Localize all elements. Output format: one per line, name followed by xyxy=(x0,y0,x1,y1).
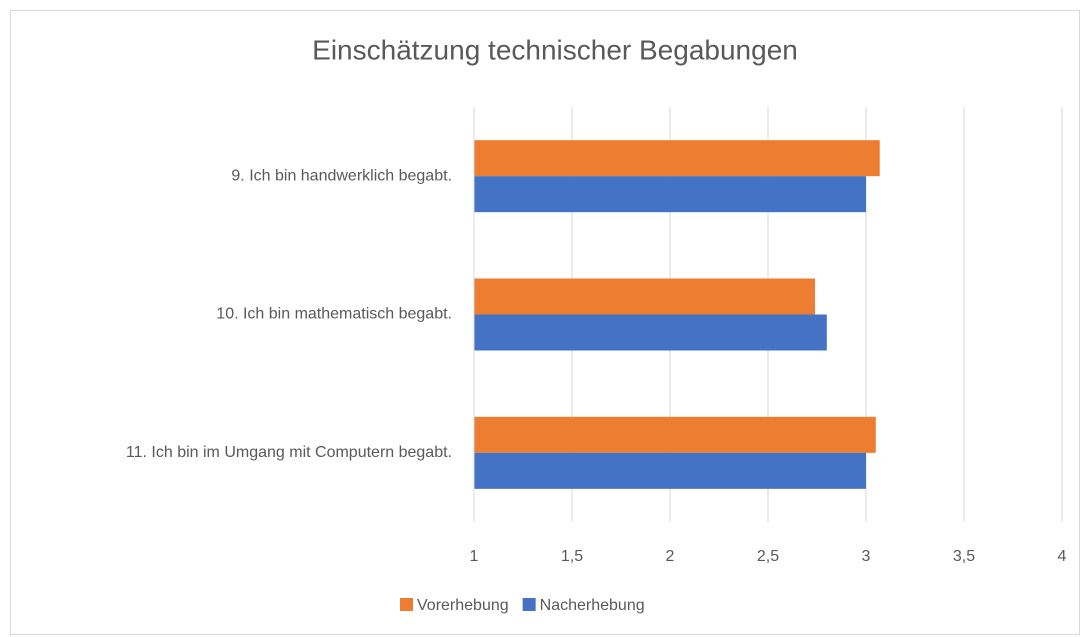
y-tick-label: 10. Ich bin mathematisch begabt. xyxy=(216,306,452,323)
x-tick-label: 3 xyxy=(862,548,871,565)
legend-label: Nacherhebung xyxy=(540,597,645,614)
bar xyxy=(474,176,866,213)
bar xyxy=(474,416,876,453)
bar xyxy=(474,314,827,351)
x-tick-label: 2,5 xyxy=(757,548,779,565)
x-tick-label: 2 xyxy=(666,548,675,565)
bar xyxy=(474,452,866,489)
legend-swatch xyxy=(522,598,536,611)
legend-label: Vorerhebung xyxy=(417,597,509,614)
y-tick-label: 9. Ich bin handwerklich begabt. xyxy=(231,167,452,184)
bar xyxy=(474,278,816,315)
x-tick-label: 1 xyxy=(470,548,479,565)
x-tick-label: 4 xyxy=(1058,548,1067,565)
x-tick-label: 1,5 xyxy=(561,548,583,565)
bar xyxy=(474,140,880,177)
y-tick-label: 11. Ich bin im Umgang mit Computern bega… xyxy=(126,444,452,461)
chart-title: Einschätzung technischer Begabungen xyxy=(312,34,798,65)
legend-swatch xyxy=(400,598,413,611)
x-tick-label: 3,5 xyxy=(953,548,975,565)
